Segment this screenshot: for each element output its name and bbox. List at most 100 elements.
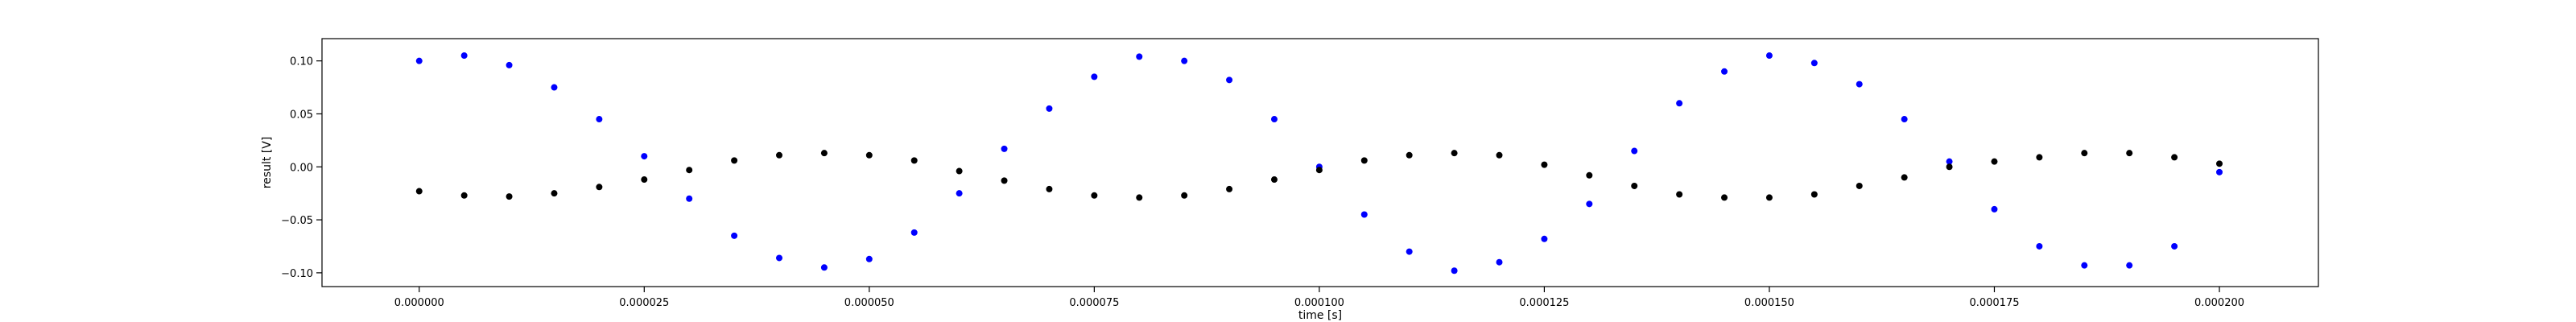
- data-point: [1226, 76, 1233, 84]
- data-point: [2126, 262, 2133, 269]
- data-point: [1001, 145, 1008, 152]
- data-point: [1136, 194, 1143, 201]
- data-point: [1586, 200, 1593, 208]
- data-point: [1451, 150, 1458, 157]
- data-point: [1091, 73, 1098, 80]
- data-point: [1810, 191, 1818, 198]
- x-tick-label: 0.000150: [1744, 297, 1794, 309]
- data-point: [1046, 185, 1053, 192]
- data-point: [1721, 68, 1728, 75]
- data-point: [1856, 182, 1863, 189]
- data-point: [2216, 168, 2223, 175]
- data-point: [551, 84, 558, 91]
- x-tick-label: 0.000050: [844, 297, 894, 309]
- data-point: [1765, 52, 1773, 60]
- y-tick-label: −0.10: [281, 268, 313, 280]
- data-point: [1946, 158, 1953, 165]
- data-point: [1810, 60, 1818, 67]
- data-point: [1901, 116, 1908, 123]
- data-point: [2036, 242, 2043, 250]
- x-axis-title: time [s]: [1298, 309, 1342, 322]
- data-point: [1631, 147, 1638, 155]
- y-axis-title: result [V]: [261, 137, 274, 189]
- data-point: [1676, 100, 1683, 107]
- data-point: [956, 167, 963, 175]
- data-point: [415, 188, 423, 195]
- data-point: [1765, 194, 1773, 201]
- data-point: [1181, 57, 1188, 64]
- data-point: [1586, 171, 1593, 179]
- data-point: [506, 193, 513, 200]
- data-point: [1091, 192, 1098, 199]
- data-point: [2081, 262, 2088, 269]
- data-point: [1721, 194, 1728, 201]
- data-point: [1631, 182, 1638, 189]
- data-point: [1496, 151, 1503, 159]
- data-point: [1406, 248, 1413, 255]
- plot-frame: [321, 38, 2319, 287]
- y-tick-label: 0.00: [290, 162, 313, 174]
- data-point: [506, 61, 513, 68]
- x-tick-label: 0.000125: [1519, 297, 1569, 309]
- data-point: [1270, 116, 1278, 123]
- data-point: [1901, 174, 1908, 181]
- x-tick-label: 0.000175: [1969, 297, 2019, 309]
- y-tick-label: 0.10: [290, 56, 313, 68]
- data-point: [1541, 235, 1548, 242]
- data-point: [1496, 258, 1503, 266]
- data-point: [1946, 163, 1953, 171]
- data-point: [865, 151, 873, 159]
- data-point: [820, 150, 828, 157]
- data-point: [460, 52, 468, 60]
- data-point: [731, 232, 738, 239]
- data-point: [820, 264, 828, 271]
- data-point: [1406, 151, 1413, 159]
- x-tick-label: 0.000100: [1294, 297, 1344, 309]
- data-point: [641, 176, 648, 184]
- series-1: [415, 150, 2223, 201]
- data-point: [1046, 105, 1053, 112]
- x-axis: 0.000000 0.000025 0.000050 0.000075 0.000100…: [394, 287, 2244, 309]
- data-point: [1270, 176, 1278, 184]
- data-point: [1315, 167, 1323, 174]
- data-point: [1226, 185, 1233, 192]
- data-point: [2081, 150, 2088, 157]
- data-point: [415, 57, 423, 64]
- data-point: [776, 151, 783, 159]
- data-point: [1991, 205, 1998, 213]
- plot-background: [322, 39, 2318, 287]
- y-tick-label: 0.05: [290, 109, 313, 121]
- data-point: [776, 254, 783, 262]
- data-point: [641, 153, 648, 160]
- y-tick-label: −0.05: [281, 215, 313, 227]
- x-tick-label: 0.000075: [1069, 297, 1119, 309]
- data-point: [1991, 158, 1998, 165]
- data-point: [2036, 154, 2043, 161]
- data-point: [1001, 177, 1008, 184]
- data-point: [865, 255, 873, 262]
- x-tick-label: 0.000025: [619, 297, 669, 309]
- data-point: [1181, 192, 1188, 199]
- data-point: [731, 157, 738, 164]
- data-point: [1136, 53, 1143, 60]
- data-point: [1360, 211, 1368, 218]
- data-point: [1676, 191, 1683, 198]
- data-point: [686, 195, 693, 202]
- data-point: [2171, 242, 2178, 250]
- y-axis: −0.10 −0.05 0.00 0.05 0.10: [281, 56, 322, 280]
- data-point: [596, 184, 603, 191]
- series-0: [415, 52, 2223, 275]
- x-tick-label: 0.000200: [2194, 297, 2244, 309]
- series-layer: [415, 52, 2223, 275]
- data-point: [1360, 157, 1368, 164]
- data-point: [910, 157, 918, 164]
- data-point: [2216, 160, 2223, 167]
- data-point: [686, 167, 693, 174]
- data-point: [910, 229, 918, 236]
- data-point: [1451, 267, 1458, 275]
- data-point: [551, 190, 558, 197]
- data-point: [460, 192, 468, 199]
- data-point: [2126, 150, 2133, 157]
- x-tick-label: 0.000000: [394, 297, 444, 309]
